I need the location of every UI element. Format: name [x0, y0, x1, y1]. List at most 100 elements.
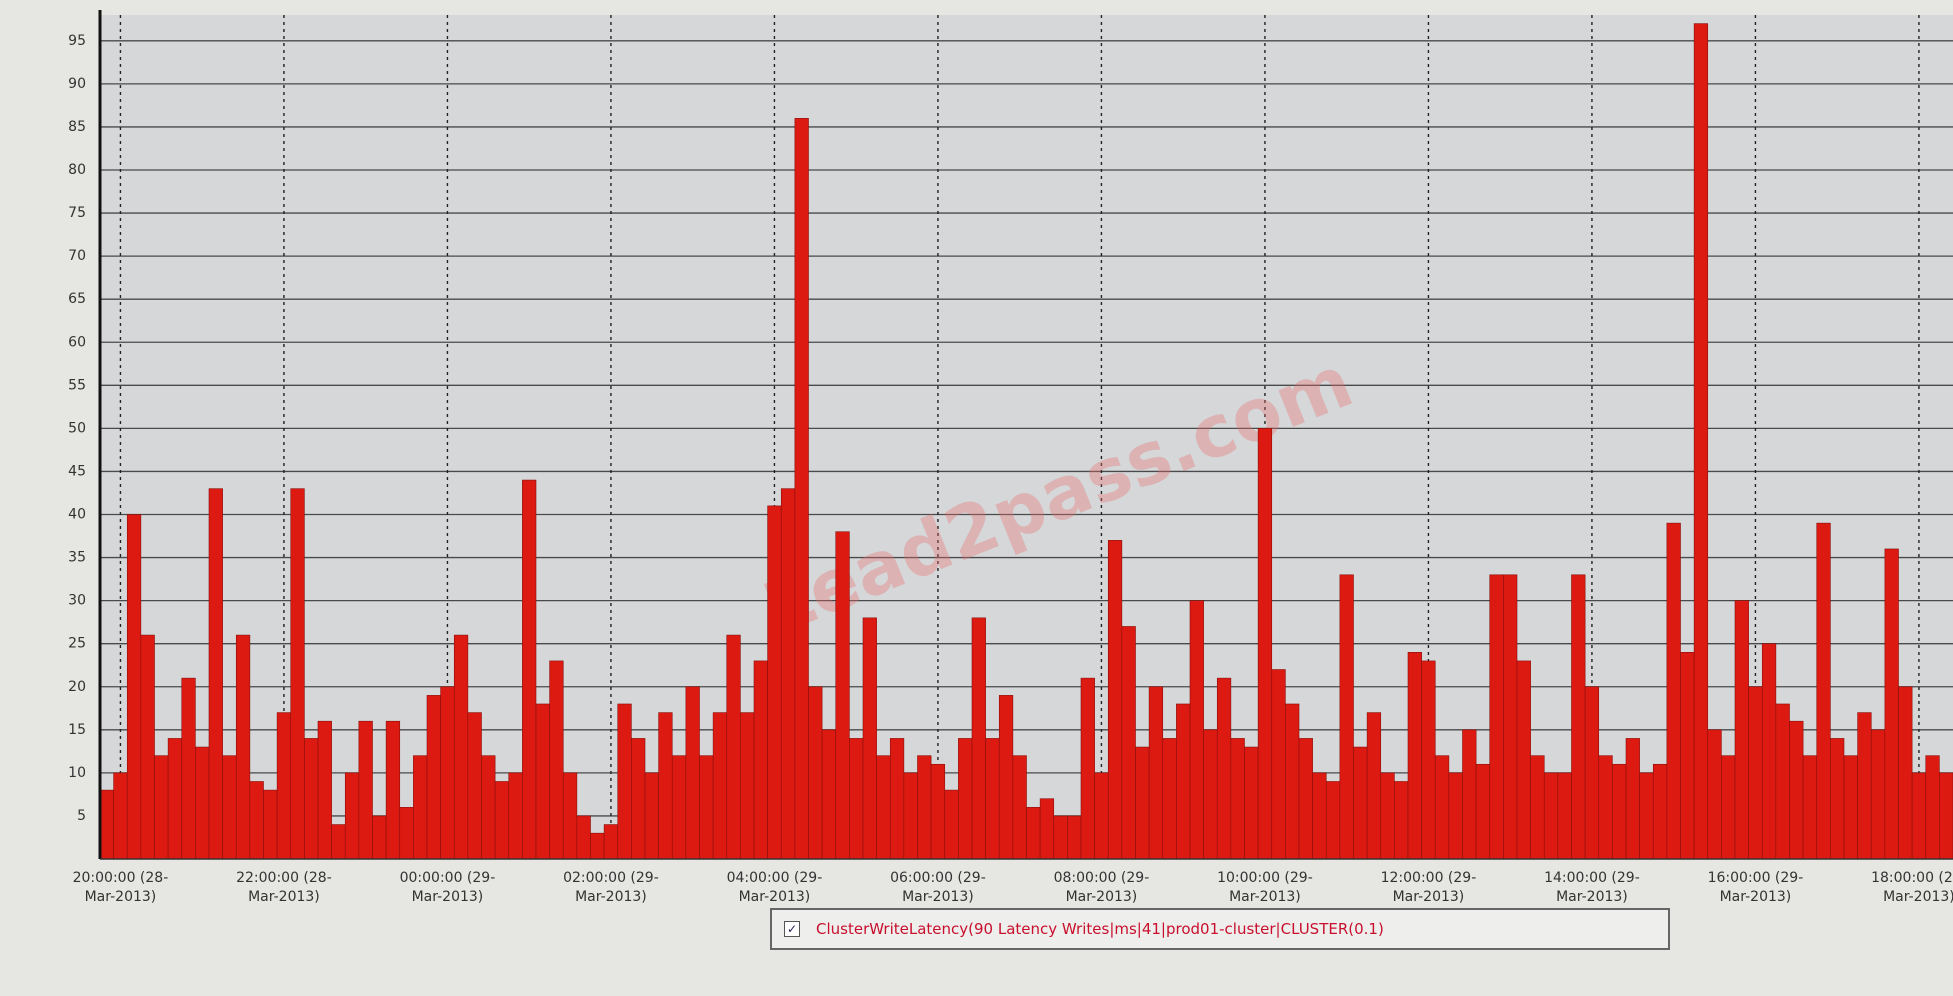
x-tick-label: 04:00:00 (29-Mar-2013)	[712, 869, 836, 907]
bar	[890, 738, 904, 859]
bar	[1449, 773, 1463, 859]
bar	[958, 738, 972, 859]
bar	[1585, 687, 1599, 859]
y-tick-label: 40	[68, 507, 86, 523]
bar	[168, 738, 182, 859]
bar	[577, 816, 591, 859]
bar	[1899, 687, 1913, 859]
y-tick-label: 60	[68, 334, 86, 350]
y-tick-label: 30	[68, 593, 86, 609]
bar	[1272, 670, 1286, 859]
bar	[1081, 678, 1095, 859]
bar	[1912, 773, 1926, 859]
bar	[1408, 652, 1422, 859]
legend-label: ClusterWriteLatency(90 Latency Writes|ms…	[816, 920, 1384, 938]
y-tick-label: 20	[68, 679, 86, 695]
bar	[359, 721, 373, 859]
bar	[550, 661, 564, 859]
y-tick-label: 5	[77, 808, 86, 824]
bar	[1721, 756, 1735, 859]
bar	[318, 721, 332, 859]
bar	[1790, 721, 1804, 859]
bar	[1558, 773, 1572, 859]
bar	[1258, 428, 1272, 859]
y-tick-label: 25	[68, 636, 86, 652]
bar	[1013, 756, 1027, 859]
bar	[1572, 575, 1586, 859]
bar	[373, 816, 387, 859]
bar	[877, 756, 891, 859]
bar	[1653, 764, 1667, 859]
x-tick-label: 12:00:00 (29-Mar-2013)	[1366, 869, 1490, 907]
bar	[536, 704, 550, 859]
bar	[1136, 747, 1150, 859]
bar	[700, 756, 714, 859]
bar	[1176, 704, 1190, 859]
bar	[1694, 24, 1708, 859]
bar	[768, 506, 782, 859]
bar	[195, 747, 209, 859]
bar	[1817, 523, 1831, 859]
bar	[1640, 773, 1654, 859]
bar	[1926, 756, 1940, 859]
y-tick-label: 75	[68, 205, 86, 221]
bar	[495, 781, 509, 859]
bar	[1803, 756, 1817, 859]
bar	[1040, 799, 1054, 859]
bar	[1463, 730, 1477, 859]
bar	[604, 825, 618, 859]
bar	[1517, 661, 1531, 859]
bar	[754, 661, 768, 859]
bar	[1299, 738, 1313, 859]
bar	[672, 756, 686, 859]
legend-checkbox[interactable]: ✓	[784, 921, 800, 937]
bar	[1939, 773, 1953, 859]
x-tick-label: 16:00:00 (29-Mar-2013)	[1693, 869, 1817, 907]
y-tick-label: 55	[68, 377, 86, 393]
x-tick-label: 00:00:00 (29-Mar-2013)	[385, 869, 509, 907]
bar	[1095, 773, 1109, 859]
y-tick-label: 15	[68, 722, 86, 738]
bar	[1367, 713, 1381, 859]
bar	[1476, 764, 1490, 859]
bar	[522, 480, 536, 859]
bar	[563, 773, 577, 859]
bar	[509, 773, 523, 859]
bar	[1245, 747, 1259, 859]
bar	[100, 790, 114, 859]
x-tick-label: 20:00:00 (28-Mar-2013)	[58, 869, 182, 907]
bar	[1204, 730, 1218, 859]
bar	[904, 773, 918, 859]
bar	[931, 764, 945, 859]
x-tick-label: 06:00:00 (29-Mar-2013)	[876, 869, 1000, 907]
bar	[1871, 730, 1885, 859]
bar	[345, 773, 359, 859]
bar	[1708, 730, 1722, 859]
bar	[631, 738, 645, 859]
bar	[1381, 773, 1395, 859]
bar	[1285, 704, 1299, 859]
y-tick-label: 90	[68, 76, 86, 92]
bar	[972, 618, 986, 859]
bar	[659, 713, 673, 859]
y-tick-label: 10	[68, 765, 86, 781]
bar	[740, 713, 754, 859]
bar	[809, 687, 823, 859]
x-tick-label: 22:00:00 (28-Mar-2013)	[222, 869, 346, 907]
bar	[1217, 678, 1231, 859]
bar	[482, 756, 496, 859]
bar	[1340, 575, 1354, 859]
bar	[1626, 738, 1640, 859]
bar	[1844, 756, 1858, 859]
bar	[686, 687, 700, 859]
bar	[1735, 601, 1749, 859]
bar	[1422, 661, 1436, 859]
bar	[1163, 738, 1177, 859]
bar	[645, 773, 659, 859]
bar	[1830, 738, 1844, 859]
bar	[849, 738, 863, 859]
bar	[468, 713, 482, 859]
bar	[304, 738, 318, 859]
bar	[1667, 523, 1681, 859]
bar	[127, 515, 141, 859]
